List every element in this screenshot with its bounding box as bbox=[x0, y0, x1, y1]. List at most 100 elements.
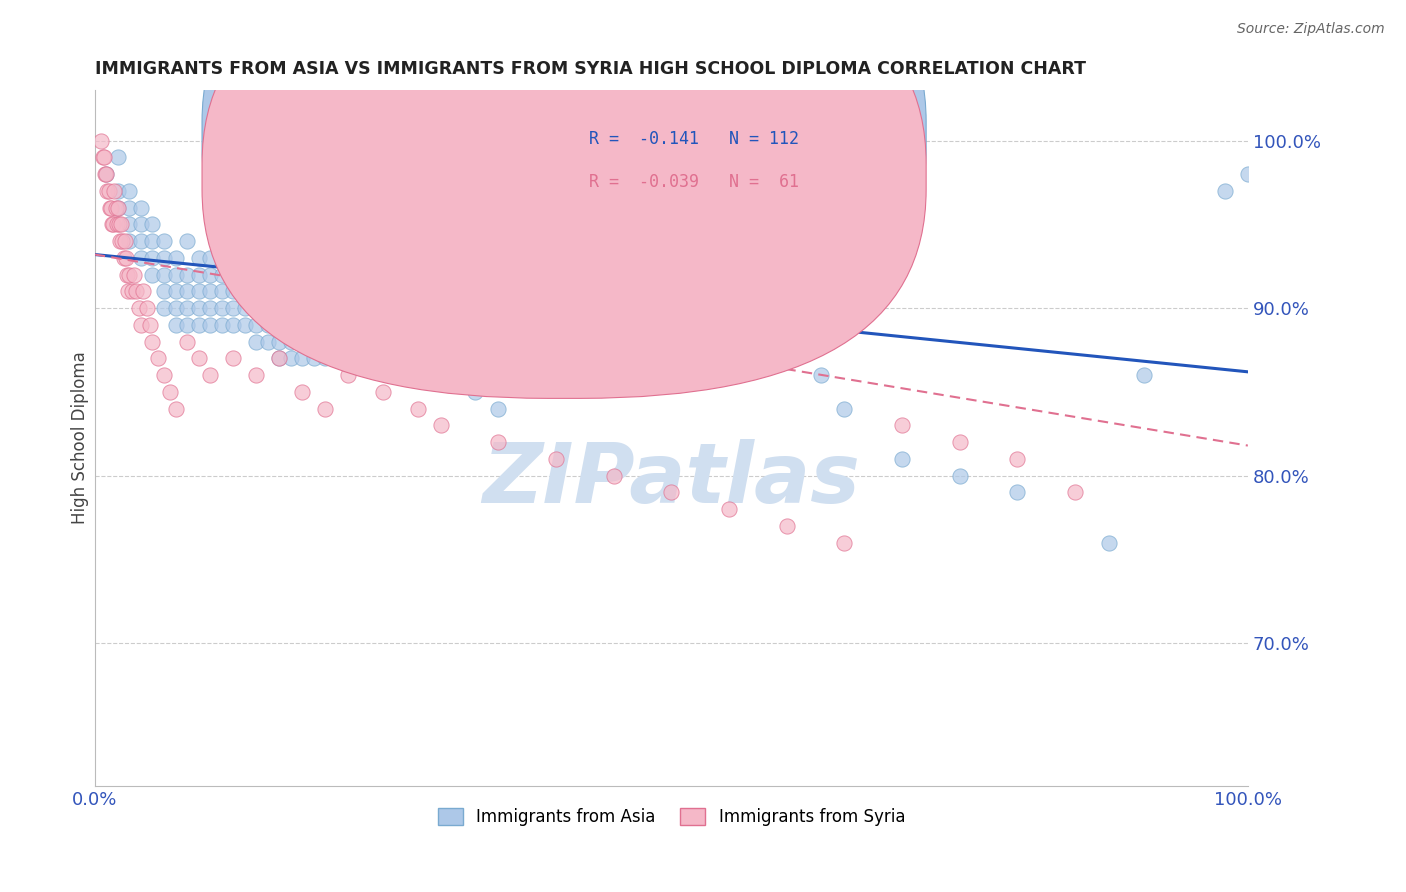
Point bbox=[544, 452, 567, 467]
Point bbox=[384, 285, 406, 299]
Point bbox=[107, 201, 129, 215]
Point bbox=[91, 150, 114, 164]
Point bbox=[153, 368, 176, 383]
Point bbox=[153, 251, 176, 265]
Point bbox=[148, 351, 170, 366]
Point bbox=[176, 318, 198, 332]
Point bbox=[233, 285, 256, 299]
Point bbox=[222, 351, 245, 366]
Point bbox=[141, 218, 163, 232]
Point bbox=[176, 301, 198, 315]
Point bbox=[165, 268, 187, 282]
Point bbox=[418, 351, 440, 366]
Point bbox=[198, 318, 221, 332]
Point bbox=[141, 234, 163, 248]
Point bbox=[832, 401, 855, 416]
Point bbox=[256, 301, 278, 315]
Point bbox=[948, 468, 970, 483]
Point bbox=[198, 368, 221, 383]
Point bbox=[118, 234, 141, 248]
Point bbox=[1098, 535, 1121, 549]
Point bbox=[280, 334, 302, 349]
Point bbox=[441, 368, 464, 383]
Point bbox=[337, 301, 360, 315]
Point bbox=[176, 285, 198, 299]
Point bbox=[659, 268, 682, 282]
Point bbox=[159, 384, 181, 399]
Point bbox=[637, 334, 659, 349]
Point bbox=[198, 251, 221, 265]
Point bbox=[211, 318, 233, 332]
FancyBboxPatch shape bbox=[202, 0, 927, 357]
Point bbox=[103, 218, 125, 232]
Point bbox=[176, 268, 198, 282]
Point bbox=[544, 285, 567, 299]
Point bbox=[1133, 368, 1156, 383]
Text: R =  -0.141   N = 112: R = -0.141 N = 112 bbox=[589, 130, 800, 148]
Point bbox=[591, 301, 613, 315]
Point bbox=[118, 201, 141, 215]
Point bbox=[233, 318, 256, 332]
Point bbox=[1063, 485, 1085, 500]
Point bbox=[486, 435, 509, 450]
Point bbox=[118, 268, 141, 282]
Point bbox=[832, 535, 855, 549]
Point bbox=[510, 368, 533, 383]
Point bbox=[429, 418, 451, 433]
Point bbox=[1005, 485, 1028, 500]
Point bbox=[568, 268, 591, 282]
Point bbox=[360, 301, 382, 315]
Point bbox=[132, 285, 155, 299]
Point bbox=[245, 334, 267, 349]
Point bbox=[291, 285, 314, 299]
Point bbox=[128, 301, 150, 315]
Point bbox=[453, 368, 475, 383]
Point bbox=[775, 351, 797, 366]
Point bbox=[314, 351, 336, 366]
Point bbox=[890, 418, 912, 433]
Point bbox=[198, 301, 221, 315]
Point bbox=[302, 351, 325, 366]
Point bbox=[280, 351, 302, 366]
Point bbox=[118, 184, 141, 198]
Point bbox=[464, 384, 486, 399]
Point bbox=[1005, 452, 1028, 467]
Point bbox=[371, 384, 394, 399]
Point bbox=[93, 150, 115, 164]
Point bbox=[115, 268, 138, 282]
Point bbox=[269, 334, 291, 349]
Point bbox=[360, 285, 382, 299]
Point bbox=[211, 251, 233, 265]
Point bbox=[683, 301, 706, 315]
Point bbox=[752, 334, 775, 349]
Point bbox=[165, 401, 187, 416]
Point bbox=[349, 301, 371, 315]
Point bbox=[129, 318, 152, 332]
Point bbox=[717, 318, 740, 332]
Point bbox=[114, 234, 136, 248]
Point bbox=[100, 201, 122, 215]
Point bbox=[187, 351, 209, 366]
Point bbox=[110, 218, 132, 232]
Point bbox=[269, 351, 291, 366]
Point bbox=[108, 234, 131, 248]
Point bbox=[129, 234, 152, 248]
Point bbox=[429, 351, 451, 366]
Point bbox=[96, 167, 118, 181]
Point bbox=[112, 251, 135, 265]
Point bbox=[187, 268, 209, 282]
Point bbox=[103, 184, 125, 198]
Point bbox=[395, 318, 418, 332]
Point bbox=[211, 268, 233, 282]
Point bbox=[245, 285, 267, 299]
Point bbox=[108, 218, 131, 232]
Point bbox=[141, 268, 163, 282]
Point bbox=[153, 301, 176, 315]
Point bbox=[118, 218, 141, 232]
Point bbox=[104, 201, 127, 215]
Point bbox=[269, 318, 291, 332]
Point bbox=[406, 401, 429, 416]
Point bbox=[187, 285, 209, 299]
Point bbox=[187, 301, 209, 315]
Point bbox=[810, 368, 832, 383]
